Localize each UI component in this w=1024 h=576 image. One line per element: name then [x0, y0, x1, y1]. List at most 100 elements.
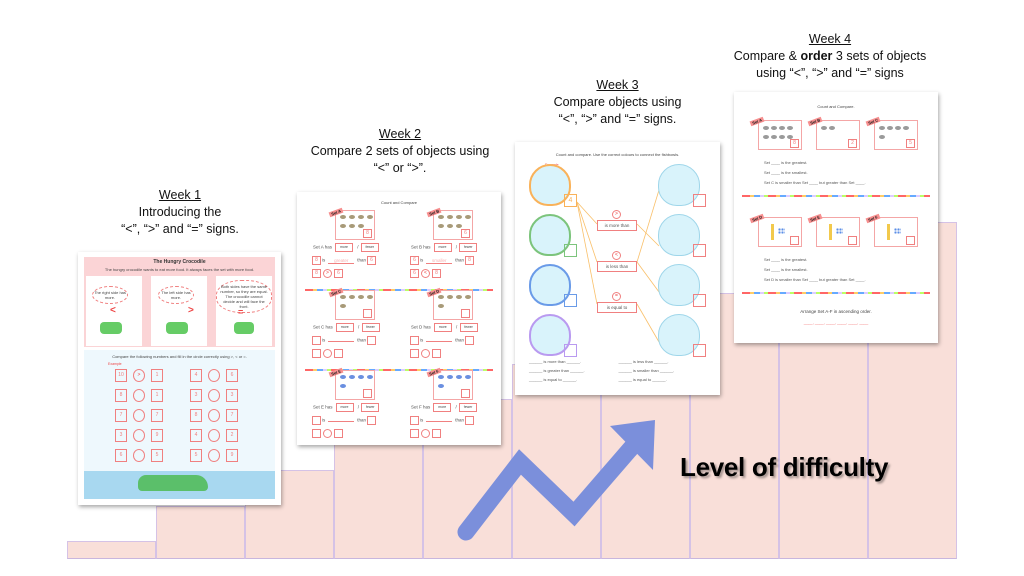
answer-circle[interactable] [208, 449, 220, 462]
count-box[interactable] [693, 294, 706, 307]
answer-circle[interactable] [133, 409, 145, 422]
count-box[interactable] [848, 236, 857, 245]
number-box[interactable]: 8 [312, 256, 321, 265]
count-box[interactable]: 8 [363, 229, 372, 238]
object-icon [358, 224, 364, 228]
number-box[interactable] [334, 429, 343, 438]
sign-circle[interactable] [421, 349, 430, 358]
set-block: Set E Set E has more / fewer is than [303, 367, 399, 444]
number-box[interactable] [312, 349, 321, 358]
count-box[interactable] [363, 309, 372, 318]
answer-circle[interactable] [133, 449, 145, 462]
number-box[interactable] [432, 349, 441, 358]
count-box[interactable]: 8 [790, 139, 799, 148]
number-box[interactable] [465, 416, 475, 425]
number-box[interactable]: 8 [312, 269, 321, 278]
number-box[interactable]: 8 [465, 256, 475, 265]
count-box[interactable] [363, 389, 372, 398]
number-box[interactable] [334, 349, 343, 358]
more-option[interactable]: more [433, 323, 452, 332]
sign-circle[interactable] [421, 429, 430, 438]
is-label: is [420, 337, 424, 343]
fewer-option[interactable]: fewer [360, 243, 379, 252]
relation-label[interactable]: is more than [597, 220, 637, 231]
comparison-word[interactable] [328, 420, 355, 422]
sentence-blank[interactable]: ______ is equal to ______. [618, 377, 667, 382]
more-option[interactable]: more [335, 243, 354, 252]
fewer-option[interactable]: fewer [459, 403, 478, 412]
than-label: than [455, 417, 465, 423]
sign-circle[interactable] [323, 349, 332, 358]
compare-line[interactable]: Set C is smaller than Set ____ but great… [764, 180, 866, 185]
sentence-blank[interactable]: ______ is less than ______. [618, 359, 669, 364]
count-box[interactable]: 6 [461, 229, 470, 238]
more-option[interactable]: more [335, 403, 354, 412]
number-box[interactable]: 8 [432, 269, 441, 278]
comparison-word[interactable]: greater [328, 258, 355, 264]
fewer-option[interactable]: fewer [459, 243, 478, 252]
sentence-blank[interactable]: ______ is greater than ______. [529, 368, 585, 373]
sheet3-title: Count and compare. Use the correct colou… [555, 152, 680, 157]
more-option[interactable]: more [433, 403, 452, 412]
number-box[interactable] [410, 336, 419, 345]
count-box[interactable] [693, 194, 706, 207]
relation-label[interactable]: is equal to [597, 302, 637, 313]
count-box[interactable] [693, 344, 706, 357]
sign-circle[interactable]: < [421, 269, 430, 278]
relation-label[interactable]: is less than [597, 261, 637, 272]
count-box[interactable]: 5 [906, 139, 915, 148]
number-box[interactable] [367, 336, 377, 345]
sentence-blank[interactable]: ______ is more than ______. [529, 359, 582, 364]
compare-line[interactable]: Set ____ is the smallest. [764, 267, 808, 272]
compare-line[interactable]: Set ____ is the smallest. [764, 170, 808, 175]
answer-circle[interactable] [208, 389, 220, 402]
comparison-word[interactable]: smaller [426, 258, 453, 264]
compare-line[interactable]: Set ____ is the greatest. [764, 257, 808, 262]
number-box[interactable]: 6 [334, 269, 343, 278]
comparison-word[interactable] [426, 420, 453, 422]
count-box[interactable] [564, 244, 577, 257]
number-box[interactable] [312, 429, 321, 438]
number-box[interactable] [410, 349, 419, 358]
count-box[interactable] [693, 244, 706, 257]
number-box[interactable] [410, 416, 419, 425]
number-box[interactable]: 6 [410, 269, 419, 278]
object-icon [456, 375, 462, 379]
number-box[interactable] [432, 429, 441, 438]
fewer-option[interactable]: fewer [361, 323, 380, 332]
number-box[interactable] [465, 336, 475, 345]
count-box[interactable] [461, 389, 470, 398]
count-box[interactable]: 2 [848, 139, 857, 148]
number-box[interactable] [312, 336, 321, 345]
comparison-word[interactable] [328, 340, 355, 342]
number-box[interactable]: 6 [410, 256, 419, 265]
more-option[interactable]: more [433, 243, 452, 252]
count-box[interactable]: 4 [564, 194, 577, 207]
comparison-word[interactable] [426, 340, 453, 342]
count-box[interactable] [564, 344, 577, 357]
number-box[interactable] [312, 416, 321, 425]
compare-line[interactable]: Set D is smaller than Set ____ but great… [764, 277, 866, 282]
answer-circle[interactable] [208, 369, 220, 382]
sentence-blank[interactable]: ______ is equal to ______. [529, 377, 578, 382]
count-box[interactable] [906, 236, 915, 245]
count-box[interactable] [564, 294, 577, 307]
answer-circle[interactable]: > [133, 369, 145, 382]
more-option[interactable]: more [335, 323, 354, 332]
answer-circle[interactable] [133, 389, 145, 402]
number-box[interactable] [410, 429, 419, 438]
compare-line[interactable]: Set ____ is the greatest. [764, 160, 808, 165]
sign-circle[interactable] [323, 429, 332, 438]
count-box[interactable] [790, 236, 799, 245]
number-box[interactable] [367, 416, 377, 425]
object-icon [438, 384, 444, 388]
answer-circle[interactable] [208, 429, 220, 442]
fewer-option[interactable]: fewer [459, 323, 478, 332]
answer-circle[interactable] [208, 409, 220, 422]
fewer-option[interactable]: fewer [361, 403, 380, 412]
answer-circle[interactable] [133, 429, 145, 442]
count-box[interactable] [461, 309, 470, 318]
sign-circle[interactable]: > [323, 269, 332, 278]
sentence-blank[interactable]: ______ is smaller than ______. [618, 368, 675, 373]
number-box[interactable]: 6 [367, 256, 377, 265]
